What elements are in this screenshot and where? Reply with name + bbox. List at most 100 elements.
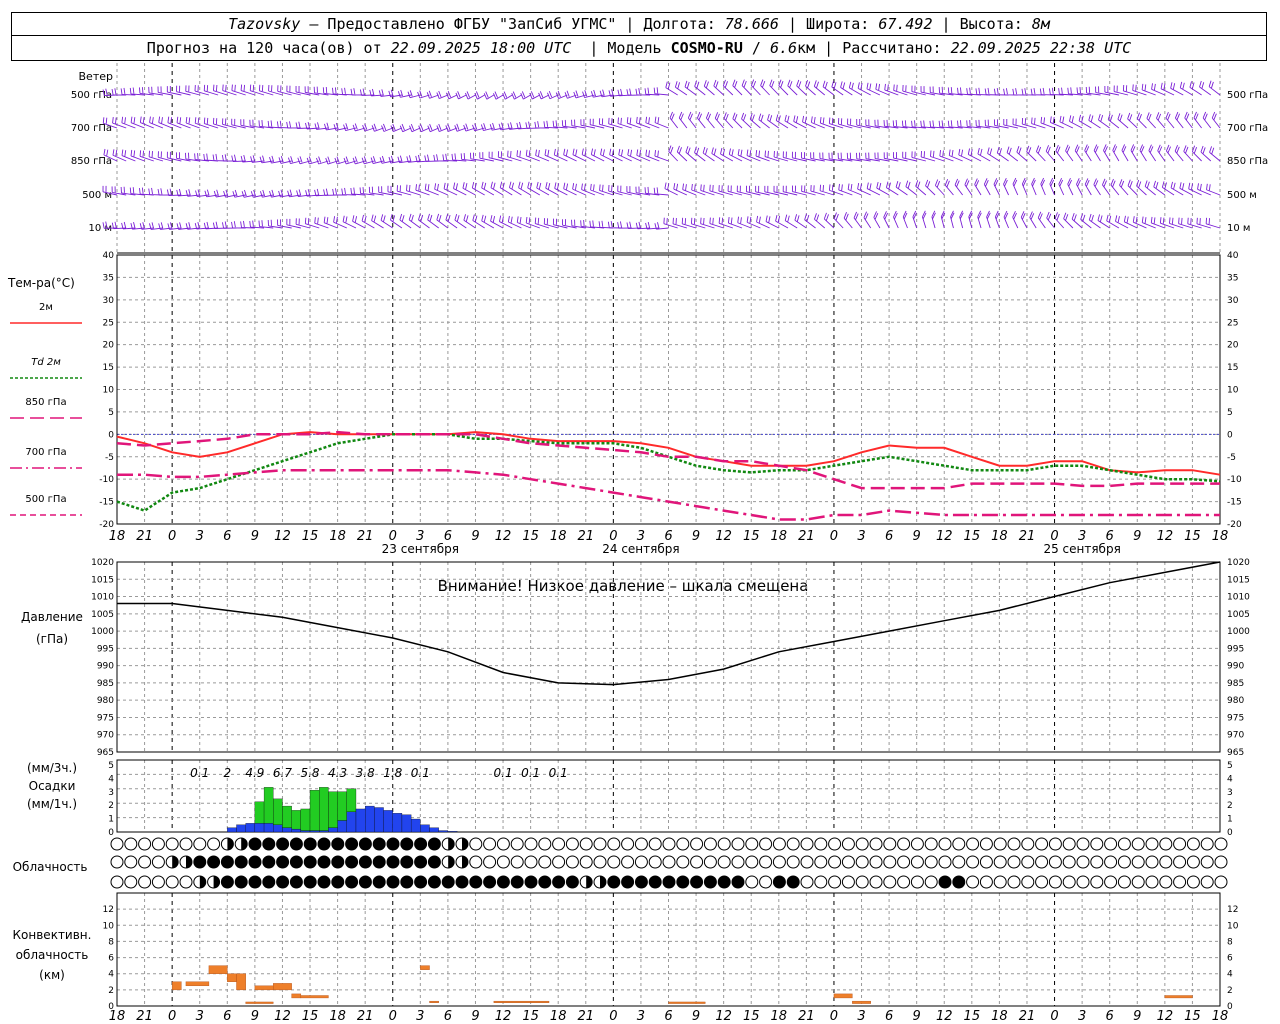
time-label-lower: 0 (168, 1009, 176, 1024)
wind-barb (426, 90, 439, 99)
cloud-symbol (1035, 875, 1049, 889)
wind-barb (139, 116, 154, 129)
temp-series-1 (116, 433, 1221, 512)
conv-cloud-bar (833, 993, 853, 999)
snow-bar (374, 807, 384, 833)
wind-barb (967, 148, 982, 162)
wind-barb (599, 89, 614, 98)
wind-barb (600, 148, 614, 162)
time-label-lower: 6 (885, 1009, 893, 1024)
time-label-upper: 18 (991, 529, 1008, 544)
wind-barb (741, 79, 752, 96)
wind-barb (369, 88, 384, 97)
cloud-symbol (358, 855, 372, 869)
wind-barb (793, 115, 807, 129)
precip-total: 4.9 (245, 766, 264, 780)
wind-barb (1003, 118, 1018, 129)
cloud-symbol (676, 837, 690, 851)
time-label-upper: 18 (109, 529, 126, 544)
cloud-symbol (276, 875, 290, 889)
snow-bar (227, 827, 237, 833)
temp-series-2 (116, 430, 1220, 490)
cloud-symbol (772, 875, 786, 889)
wind-barb (295, 218, 311, 229)
time-label-lower: 9 (1133, 1009, 1141, 1024)
cloud-symbol (483, 837, 497, 851)
time-label-upper: 15 (302, 529, 319, 544)
temp-tick-left: -20 (99, 520, 114, 530)
cloud-symbol (289, 875, 303, 889)
wind-barb (488, 151, 504, 162)
wind-barb (874, 152, 890, 162)
wind-barb (994, 119, 1009, 129)
cloud-symbol (138, 855, 152, 869)
wind-barb (682, 183, 697, 196)
conv-cloud-bar (1164, 995, 1193, 999)
wind-barb (563, 148, 577, 162)
cloud-symbol (924, 875, 938, 889)
wind-barb (277, 219, 292, 229)
wind-barb (678, 111, 688, 129)
wind-barb (483, 91, 495, 100)
wind-barb (1174, 144, 1184, 162)
time-label-upper: 18 (550, 529, 567, 544)
wind-barb (1157, 144, 1166, 162)
cloud-symbol (358, 875, 372, 889)
wind-barb (436, 123, 449, 132)
wind-barb (258, 84, 274, 96)
snow-bar (319, 830, 329, 833)
rain-bar (337, 791, 347, 821)
wind-barb (921, 210, 927, 229)
wind-barb (1040, 116, 1055, 129)
wind-barb (1188, 182, 1202, 196)
cloud-symbol-half (600, 876, 606, 888)
wind-barb (654, 116, 669, 129)
wind-barb (784, 114, 798, 129)
wind-barb (231, 84, 246, 96)
wind-barb (893, 84, 908, 96)
precip-total: 4.3 (328, 766, 347, 780)
wind-barb (828, 117, 844, 129)
wind-barb (974, 178, 982, 196)
time-label-lower: 12 (274, 1009, 291, 1024)
wind-barb (608, 89, 623, 97)
precip-frame (116, 759, 1221, 833)
wind-barb (718, 217, 733, 229)
cloud-symbol (1090, 837, 1104, 851)
wind-barb (813, 80, 826, 96)
wind-barb (121, 116, 136, 129)
wind-barb (1191, 145, 1202, 162)
cloud-symbol (869, 855, 883, 869)
wind-barb (158, 116, 173, 129)
wind-barb (866, 182, 881, 196)
time-label-lower: 3 (637, 1009, 645, 1024)
wind-barb (489, 122, 504, 131)
wind-barb (259, 189, 274, 198)
wind-barb (499, 181, 513, 196)
cloud-symbol (179, 875, 193, 889)
wind-barb (1103, 144, 1111, 162)
wind-barb (720, 147, 734, 162)
wind-barb (1098, 113, 1110, 129)
time-label-lower: 3 (1078, 1009, 1086, 1024)
temp-tick-left: 15 (103, 363, 114, 373)
conv-tick-right: 0 (1227, 1002, 1233, 1012)
cloud-symbol (855, 855, 869, 869)
wind-barb (796, 79, 807, 96)
altitude-label: | Высота: (932, 15, 1032, 33)
wind-barb (314, 122, 329, 130)
wind-barb (371, 214, 384, 229)
cloud-symbol (910, 855, 924, 869)
cloud-symbol (1186, 855, 1200, 869)
wind-barb (750, 79, 761, 96)
wind-barb (1076, 87, 1092, 96)
wind-barb (598, 118, 614, 129)
cloud-symbol (979, 837, 993, 851)
cloud-symbol (317, 855, 331, 869)
cloud-symbol (690, 837, 704, 851)
wind-barb (1112, 144, 1120, 162)
wind-barb (636, 116, 651, 129)
wind-barb (418, 213, 430, 229)
